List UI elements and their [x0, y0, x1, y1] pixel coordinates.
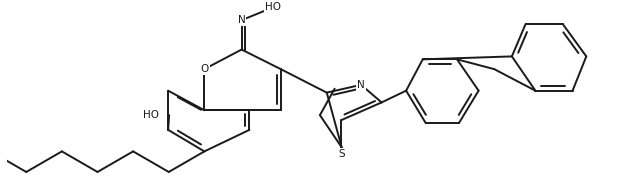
Text: O: O	[200, 64, 208, 74]
Text: N: N	[238, 15, 246, 25]
Text: HO: HO	[265, 2, 281, 12]
Text: HO: HO	[144, 110, 160, 120]
Text: N: N	[357, 80, 365, 90]
Text: S: S	[338, 149, 345, 159]
